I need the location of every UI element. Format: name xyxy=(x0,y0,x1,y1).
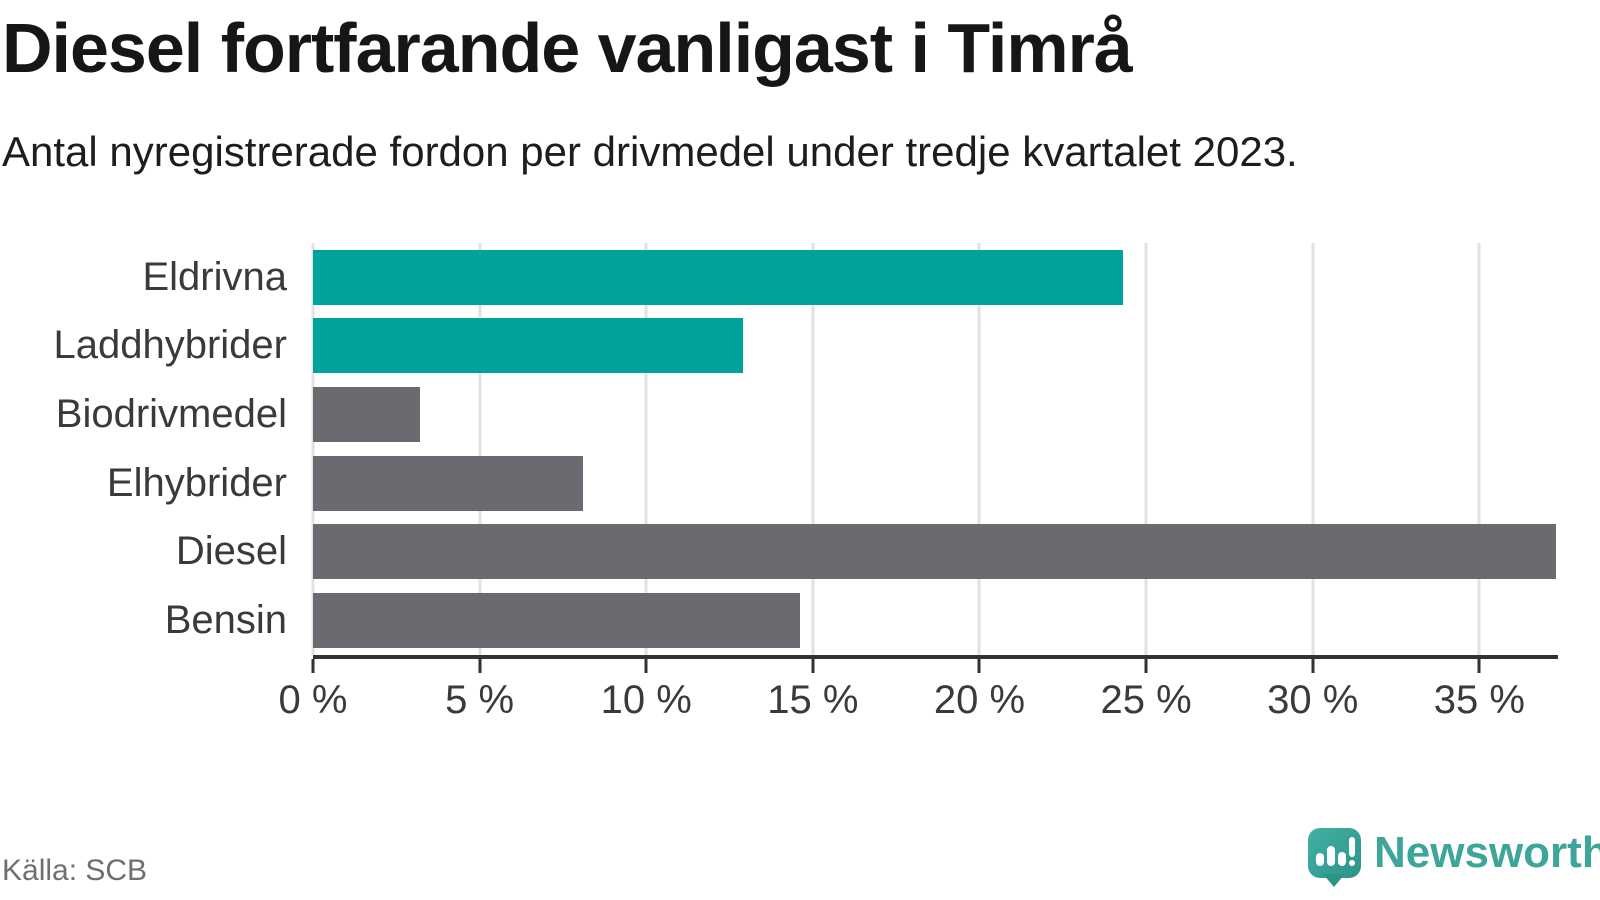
gridline xyxy=(1311,243,1315,655)
x-axis-ticks xyxy=(311,659,1556,673)
category-label: Eldrivna xyxy=(142,254,287,299)
tick-mark xyxy=(478,659,482,673)
category-label: Diesel xyxy=(175,529,287,574)
tick-label: 20 % xyxy=(933,678,1026,722)
gridline xyxy=(1477,243,1481,655)
category-label: Elhybrider xyxy=(106,460,287,505)
bar-biodrivmedel xyxy=(313,386,420,442)
source-note: Källa: SCB xyxy=(2,854,148,887)
gridline xyxy=(311,243,315,655)
gridline xyxy=(977,243,981,655)
tick-mark xyxy=(1144,659,1148,673)
bar-diesel xyxy=(313,524,1556,580)
tick-label: 35 % xyxy=(1433,678,1525,722)
tick-label: 30 % xyxy=(1267,678,1359,722)
tick-mark xyxy=(1477,659,1481,673)
bar-eldrivna xyxy=(313,249,1123,305)
tick-label: 25 % xyxy=(1100,678,1192,722)
bar-bensin xyxy=(313,592,800,648)
tick-label: 5 % xyxy=(445,678,515,722)
tick-mark xyxy=(977,659,981,673)
category-labels: Eldrivna Laddhybrider Biodrivmedel Elhybrid… xyxy=(0,243,288,655)
gridline xyxy=(478,243,482,655)
category-label: Bensin xyxy=(164,598,287,643)
x-axis-line xyxy=(313,655,1558,659)
gridline xyxy=(1144,243,1148,655)
bar-elhybrider xyxy=(313,455,583,511)
chart-subtitle: Antal nyregistrerade fordon per drivmede… xyxy=(2,128,1298,175)
tick-label: 10 % xyxy=(600,678,692,722)
plot-area xyxy=(311,243,1556,655)
tick-mark xyxy=(644,659,648,673)
tick-mark xyxy=(1311,659,1315,673)
brand-name: Newsworthy xyxy=(1374,828,1600,877)
category-label: Laddhybrider xyxy=(53,323,288,368)
page-title: Diesel fortfarande vanligast i Timrå xyxy=(2,9,1133,87)
tick-label: 15 % xyxy=(767,678,859,722)
gridline xyxy=(811,243,815,655)
x-axis-tick-labels: 0 % 5 % 10 % 15 % 20 % 25 % 30 % 35 % xyxy=(279,678,1556,722)
tick-mark xyxy=(311,659,315,673)
gridline xyxy=(644,243,648,655)
newsworthy-logo: Newsworthy xyxy=(1276,826,1600,898)
tick-label: 0 % xyxy=(278,678,348,722)
newsworthy-bubble-chart-icon xyxy=(1308,828,1361,887)
bar-laddhybrider xyxy=(313,318,743,374)
tick-mark xyxy=(811,659,815,673)
category-label: Biodrivmedel xyxy=(55,392,287,437)
